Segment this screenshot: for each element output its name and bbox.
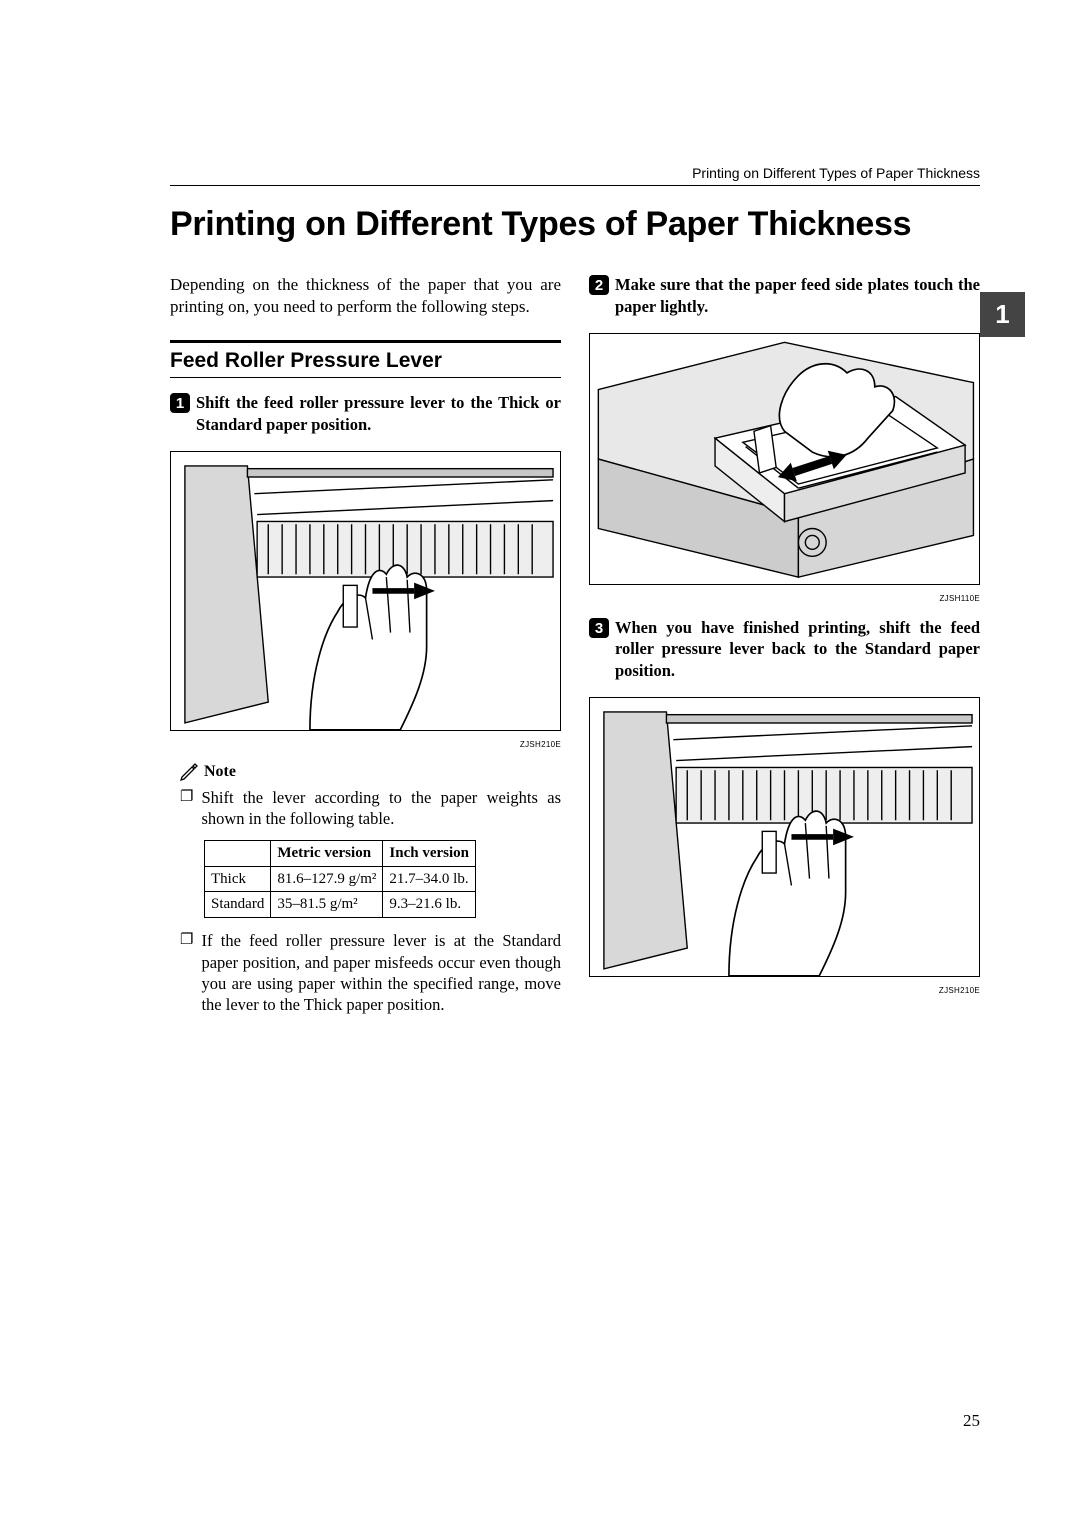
section-heading: Feed Roller Pressure Lever — [170, 340, 561, 378]
step-number-icon: 2 — [589, 275, 609, 295]
figure-c-caption: ZJSH210E — [589, 986, 980, 995]
figure-b-caption: ZJSH110E — [589, 594, 980, 603]
table-header-empty — [205, 840, 271, 866]
chapter-tab: 1 — [980, 292, 1025, 337]
step-1: 1 Shift the feed roller pressure lever t… — [170, 392, 561, 435]
table-cell: 21.7–34.0 lb. — [383, 866, 476, 892]
figure-lever-shift — [170, 451, 561, 731]
pencil-icon — [180, 763, 198, 781]
header-rule — [170, 185, 980, 186]
page-title: Printing on Different Types of Paper Thi… — [170, 205, 980, 244]
note-item-2: ❐ If the feed roller pressure lever is a… — [180, 930, 561, 1016]
left-column: Depending on the thickness of the paper … — [170, 274, 561, 1026]
content-columns: Depending on the thickness of the paper … — [170, 274, 980, 1026]
note-item-1: ❐ Shift the lever according to the paper… — [180, 787, 561, 830]
note-2-text: If the feed roller pressure lever is at … — [201, 930, 561, 1016]
table-cell: 9.3–21.6 lb. — [383, 892, 476, 918]
step-number-icon: 3 — [589, 618, 609, 638]
note-1-text: Shift the lever according to the paper w… — [201, 787, 561, 830]
intro-text: Depending on the thickness of the paper … — [170, 274, 561, 318]
bullet-icon: ❐ — [180, 930, 193, 1016]
step-number-icon: 1 — [170, 393, 190, 413]
table-row: Thick 81.6–127.9 g/m² 21.7–34.0 lb. — [205, 866, 476, 892]
bullet-icon: ❐ — [180, 787, 193, 830]
table-header-inch: Inch version — [383, 840, 476, 866]
figure-lever-return — [589, 697, 980, 977]
note-label: Note — [204, 763, 236, 781]
table-cell: 81.6–127.9 g/m² — [271, 866, 383, 892]
table-cell: Thick — [205, 866, 271, 892]
running-head: Printing on Different Types of Paper Thi… — [692, 165, 980, 181]
step-3: 3 When you have finished printing, shift… — [589, 617, 980, 681]
figure-a-caption: ZJSH210E — [170, 740, 561, 749]
paper-weight-table: Metric version Inch version Thick 81.6–1… — [204, 840, 476, 918]
step-1-text: Shift the feed roller pressure lever to … — [196, 392, 561, 435]
right-column: 2 Make sure that the paper feed side pla… — [589, 274, 980, 1026]
table-header-metric: Metric version — [271, 840, 383, 866]
table-cell: 35–81.5 g/m² — [271, 892, 383, 918]
step-2-text: Make sure that the paper feed side plate… — [615, 274, 980, 317]
table-row: Standard 35–81.5 g/m² 9.3–21.6 lb. — [205, 892, 476, 918]
page-number: 25 — [963, 1411, 980, 1431]
figure-side-plates — [589, 333, 980, 585]
note-heading: Note — [180, 763, 561, 781]
table-cell: Standard — [205, 892, 271, 918]
step-2: 2 Make sure that the paper feed side pla… — [589, 274, 980, 317]
step-3-text: When you have finished printing, shift t… — [615, 617, 980, 681]
